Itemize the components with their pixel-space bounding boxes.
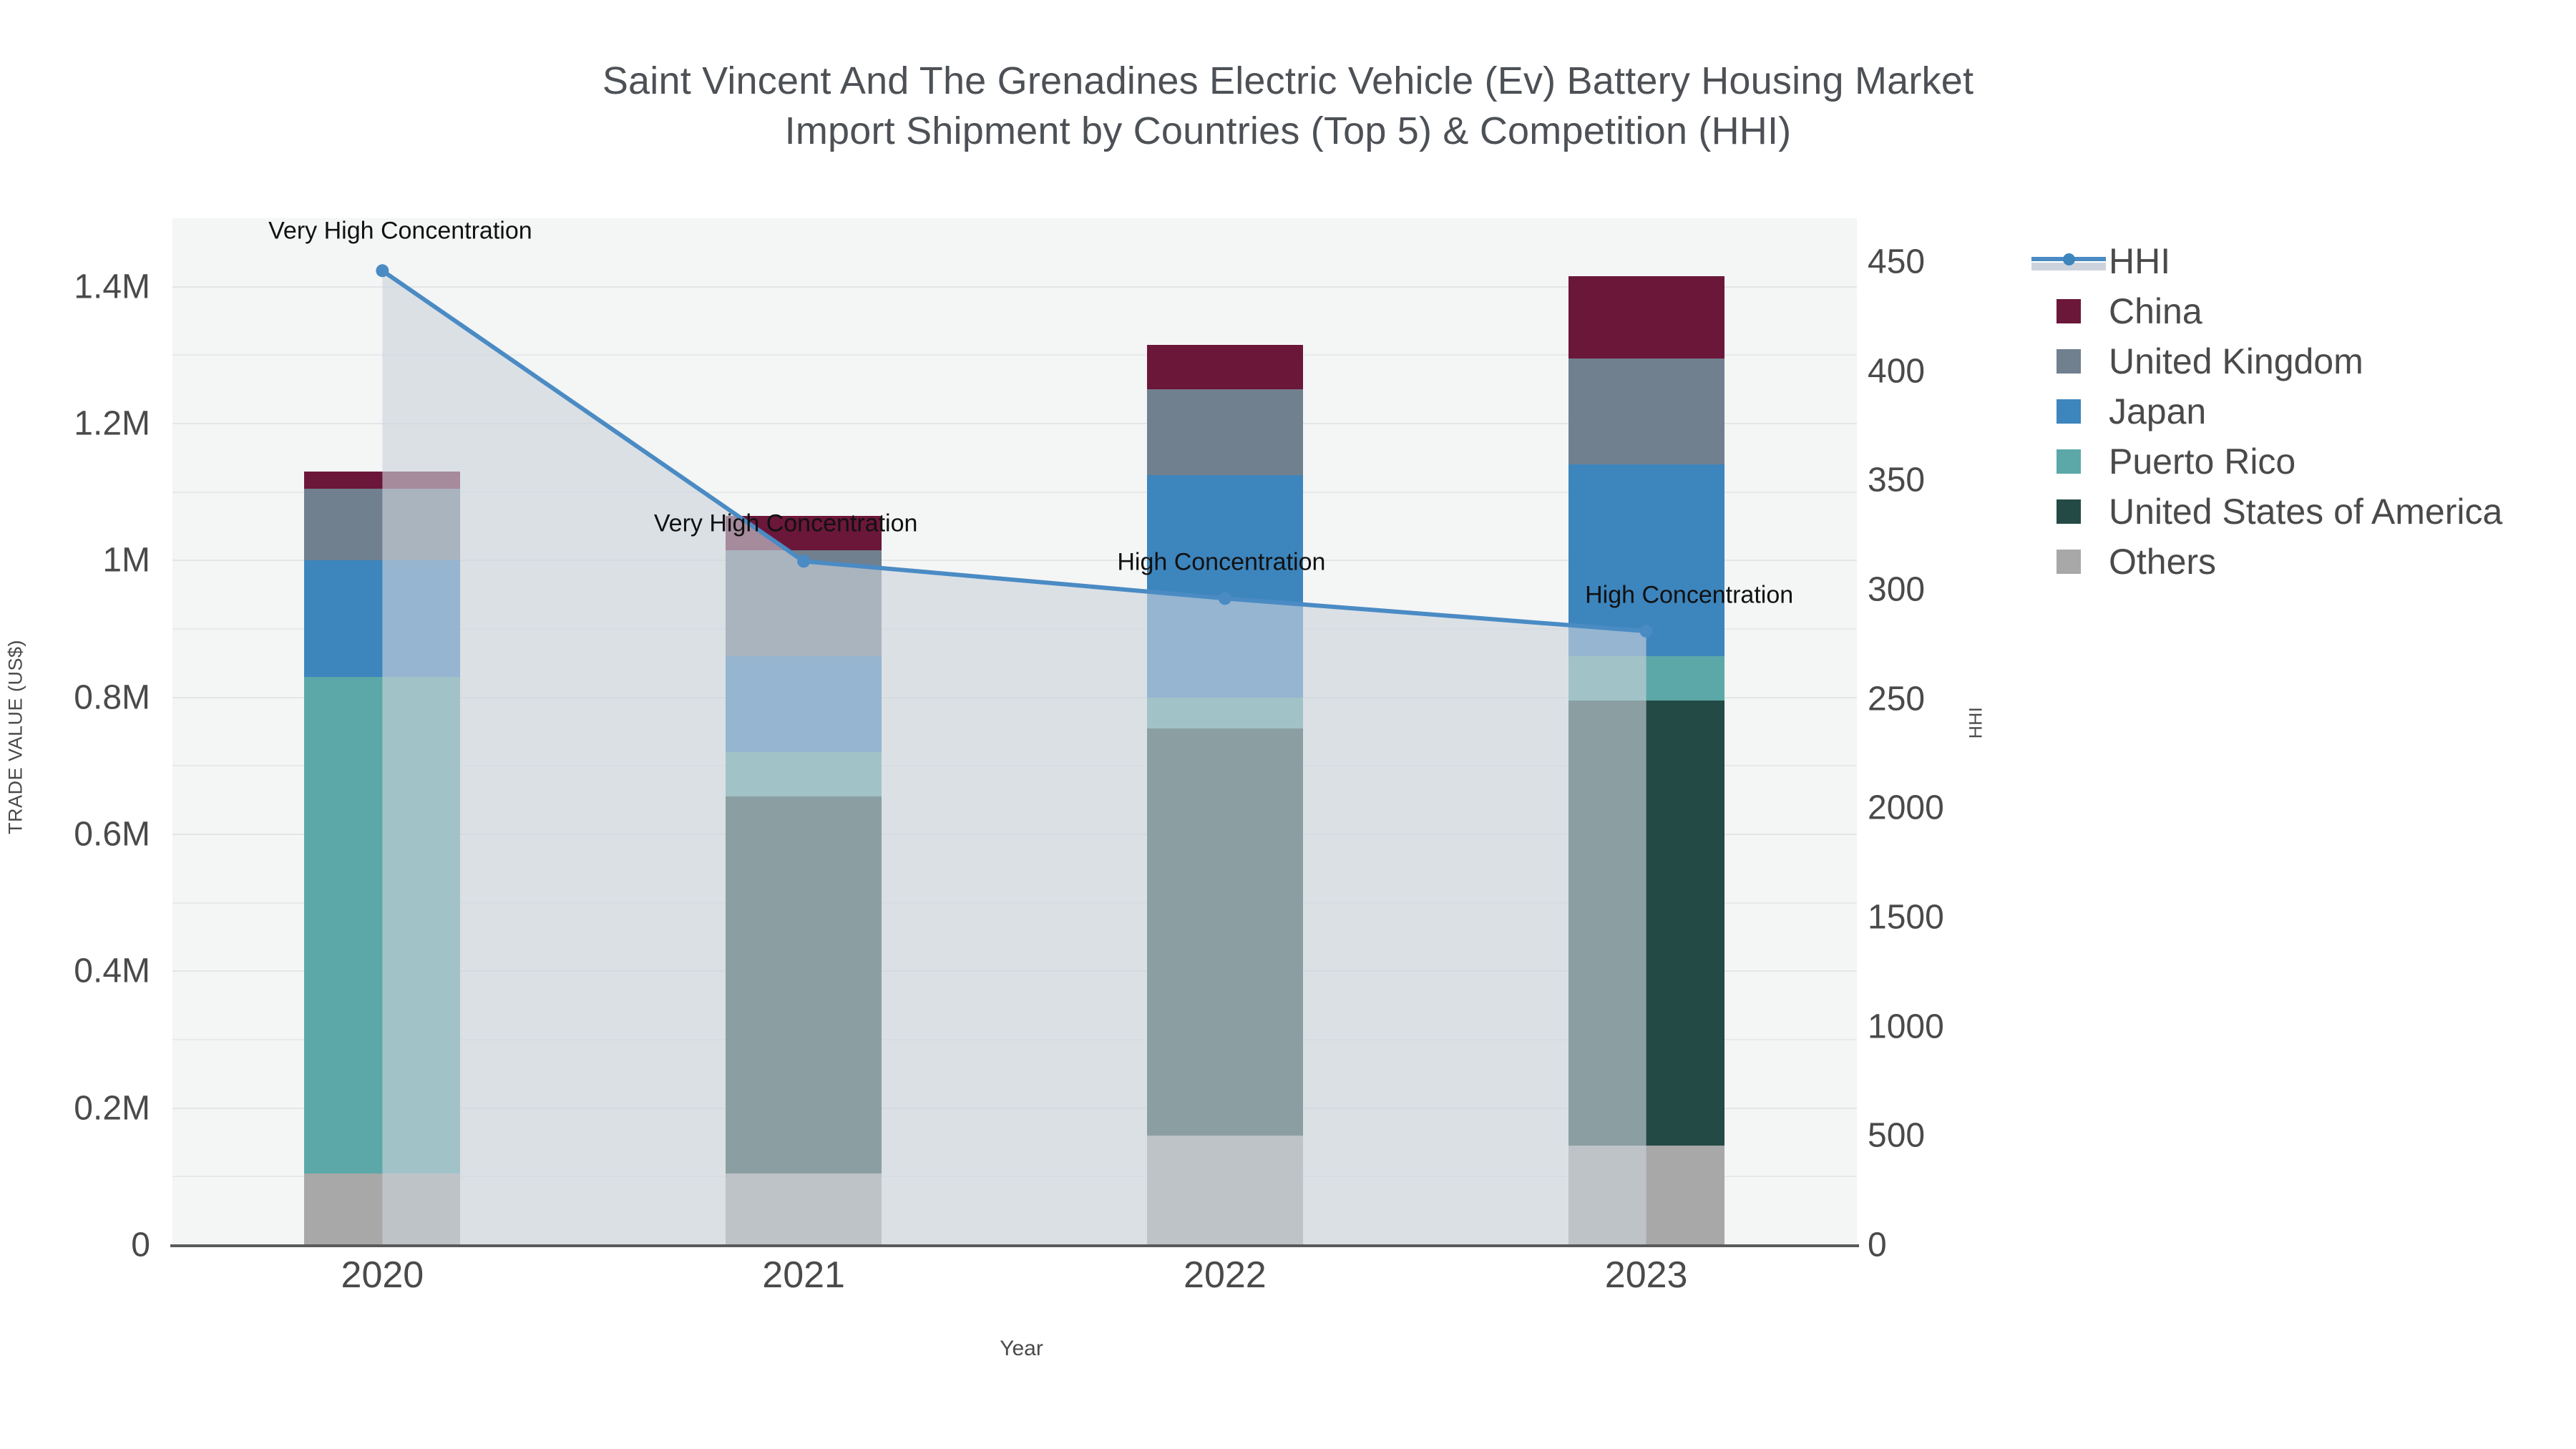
legend-swatch-icon	[2057, 499, 2081, 524]
bar-segment-united-kingdom[interactable]	[1568, 358, 1724, 465]
x-axis-tick-label: 2021	[762, 1254, 845, 1296]
y-axis-left-tick-label: 0.2M	[74, 1089, 150, 1128]
legend-key	[2029, 252, 2109, 270]
y-axis-right-tick-label: 250	[1868, 680, 1926, 718]
legend-item-china[interactable]: China	[2029, 286, 2558, 336]
y-axis-right-tick-label: 300	[1868, 570, 1926, 609]
y-axis-right-tick-label: 1000	[1868, 1008, 1944, 1046]
plot-area: Very High Concentration Very High Concent…	[172, 218, 1857, 1246]
y-axis-left-tick-label: 0.8M	[74, 678, 150, 717]
legend-item-puerto-rico[interactable]: Puerto Rico	[2029, 436, 2558, 487]
bar-segment-japan[interactable]	[304, 560, 461, 677]
y-axis-left-tick-label: 1M	[102, 541, 150, 580]
y-axis-right-ticks: 0 500 1000 1500 2000 250 300 350 400 450	[1860, 218, 2046, 1264]
bar-segment-puerto-rico[interactable]	[1146, 697, 1303, 728]
y-axis-right-title: HHI	[1966, 706, 1986, 739]
chart-title-line-1: Saint Vincent And The Grenadines Electri…	[602, 59, 1974, 102]
legend-swatch-icon	[2057, 399, 2081, 424]
y-axis-left-title: TRADE VALUE (US$)	[4, 639, 26, 835]
bar-segment-puerto-rico[interactable]	[304, 676, 461, 1174]
legend-swatch-icon	[2057, 299, 2081, 323]
legend-item-label: HHI	[2109, 241, 2171, 281]
bar-segment-japan[interactable]	[1568, 464, 1724, 657]
y-axis-left-tick-label: 1.2M	[74, 404, 150, 443]
x-axis-tick-label: 2023	[1604, 1254, 1688, 1296]
y-axis-right-tick-label: 450	[1868, 243, 1926, 281]
chart-title-line-2: Import Shipment by Countries (Top 5) & C…	[784, 109, 1792, 153]
legend-item-label: Japan	[2109, 391, 2207, 431]
bar-segment-others[interactable]	[304, 1173, 461, 1245]
bar-segment-japan[interactable]	[726, 656, 882, 753]
bar-segment-united-states-of-america[interactable]	[1146, 728, 1303, 1136]
legend-item-others[interactable]: Others	[2029, 537, 2558, 587]
legend-key	[2029, 299, 2109, 323]
legend-item-label: Puerto Rico	[2109, 441, 2296, 482]
bar-stack-2023[interactable]	[1568, 218, 1724, 1245]
bar-segment-japan[interactable]	[1146, 474, 1303, 698]
legend-item-label: United States of America	[2109, 492, 2503, 532]
x-axis-line	[170, 1244, 1859, 1247]
x-axis-ticks: 2020 2021 2022 2023	[172, 1254, 1857, 1311]
bar-segment-china[interactable]	[1146, 344, 1303, 390]
legend-swatch-icon	[2057, 550, 2081, 574]
legend-key	[2029, 499, 2109, 524]
legend-swatch-icon	[2057, 449, 2081, 474]
bar-segment-united-states-of-america[interactable]	[1568, 701, 1724, 1146]
bar-segment-united-kingdom[interactable]	[304, 488, 461, 561]
bar-stack-2021[interactable]	[726, 218, 882, 1245]
chart-title: Saint Vincent And The Grenadines Electri…	[0, 56, 2576, 156]
y-axis-right-tick-label: 350	[1868, 461, 1926, 499]
bar-segment-china[interactable]	[1568, 276, 1724, 359]
legend-key	[2029, 550, 2109, 574]
y-axis-left-tick-label: 0.4M	[74, 952, 150, 990]
hhi-line-key-icon	[2031, 252, 2106, 270]
legend-key	[2029, 449, 2109, 474]
legend-item-label: United Kingdom	[2109, 341, 2363, 381]
bar-segment-china[interactable]	[304, 471, 461, 489]
x-axis-tick-label: 2022	[1184, 1254, 1267, 1296]
bar-segment-united-states-of-america[interactable]	[726, 796, 882, 1174]
legend-item-japan[interactable]: Japan	[2029, 386, 2558, 436]
legend-item-hhi[interactable]: HHI	[2029, 236, 2558, 286]
bar-segment-others[interactable]	[1568, 1146, 1724, 1245]
legend-swatch-icon	[2057, 349, 2081, 374]
bar-segment-united-kingdom[interactable]	[1146, 389, 1303, 475]
bar-stack-2022[interactable]	[1146, 218, 1303, 1245]
y-axis-left-tick-label: 0.6M	[74, 815, 150, 854]
y-axis-left-tick-label: 1.4M	[74, 268, 150, 306]
legend-item-label: Others	[2109, 542, 2217, 582]
bar-segment-others[interactable]	[726, 1173, 882, 1245]
bar-segment-puerto-rico[interactable]	[726, 752, 882, 797]
legend-item-united-states-of-america[interactable]: United States of America	[2029, 487, 2558, 537]
bar-segment-china[interactable]	[726, 516, 882, 550]
bar-segment-puerto-rico[interactable]	[1568, 656, 1724, 701]
legend-key	[2029, 399, 2109, 424]
y-axis-left-ticks: 0 0.2M 0.4M 0.6M 0.8M 1M 1.2M 1.4M	[0, 218, 166, 1264]
legend-item-united-kingdom[interactable]: United Kingdom	[2029, 336, 2558, 386]
y-axis-right-tick-label: 2000	[1868, 789, 1944, 827]
y-axis-left-line	[170, 218, 172, 1246]
x-axis-tick-label: 2020	[341, 1254, 424, 1296]
x-axis-title: Year	[1000, 1337, 1043, 1360]
y-axis-right-tick-label: 1500	[1868, 898, 1944, 937]
y-axis-right-tick-label: 500	[1868, 1116, 1926, 1155]
bar-stack-2020[interactable]	[304, 218, 461, 1245]
y-axis-right-tick-label: 0	[1868, 1226, 1887, 1264]
chart-legend[interactable]: HHI China United Kingdom Japan Puerto Rico Un…	[2029, 236, 2558, 587]
legend-key	[2029, 349, 2109, 374]
bar-series-layer	[172, 218, 1857, 1245]
y-axis-right-tick-label: 400	[1868, 352, 1926, 391]
legend-item-label: China	[2109, 291, 2202, 331]
bar-segment-others[interactable]	[1146, 1135, 1303, 1245]
bar-segment-united-kingdom[interactable]	[726, 550, 882, 657]
y-axis-left-tick-label: 0	[131, 1226, 150, 1264]
